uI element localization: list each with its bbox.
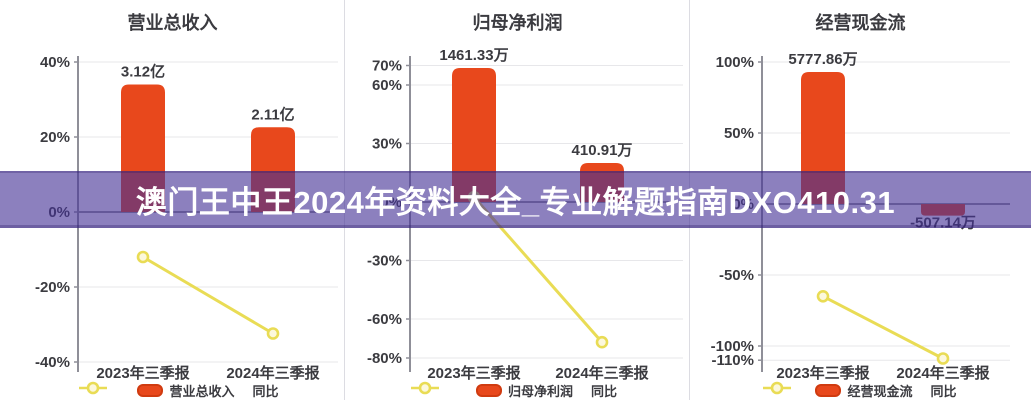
legend-bar-label: 营业总收入 (169, 384, 235, 399)
y-tick-label: 20% (40, 129, 70, 146)
y-tick-label: -80% (367, 350, 402, 367)
legend-item-line: 同比 (411, 381, 618, 400)
y-tick-label: 40% (40, 54, 70, 71)
bar-value-label: 1461.33万 (439, 47, 508, 64)
bar-value-label: 410.91万 (572, 142, 633, 159)
bar-value-label: 5777.86万 (788, 51, 857, 68)
yoy-marker-2024q3 (595, 335, 609, 349)
legend-item-line: 同比 (79, 381, 279, 400)
y-tick-label: -50% (719, 267, 754, 284)
legend-line-label: 同比 (252, 384, 279, 399)
x-axis-label: 2024年三季报 (896, 364, 989, 382)
y-tick-label: 60% (372, 77, 402, 94)
legend-item-bar: 归母净利润 (475, 381, 573, 400)
line-marker-icon (79, 381, 107, 395)
operating-cash-flow-legend: 经营现金流 同比 (762, 381, 1010, 400)
operating-cash-flow-yoy-line (821, 294, 945, 360)
y-tick-label: 70% (372, 58, 402, 75)
net-profit-title: 归母净利润 (473, 12, 563, 33)
bar-value-label: 2.11亿 (251, 105, 294, 123)
legend-line-label: 同比 (930, 384, 957, 399)
legend-bar-label: 归母净利润 (507, 384, 573, 399)
legend-item-bar: 营业总收入 (137, 381, 235, 400)
y-tick-label: -110% (711, 352, 754, 369)
legend-line-label: 同比 (591, 384, 618, 399)
y-tick-label: -40% (35, 354, 70, 371)
legend-item-line: 同比 (763, 381, 957, 400)
bar-value-label: 3.12亿 (121, 63, 165, 81)
legend-bar-label: 经营现金流 (847, 384, 913, 399)
revenue-legend: 营业总收入 同比 (78, 381, 338, 400)
yoy-marker-2024q3 (936, 352, 950, 365)
yoy-marker-2023q3 (816, 289, 830, 303)
operating-cash-flow-bar-2023q3 (801, 71, 845, 204)
y-tick-label: -30% (367, 253, 402, 270)
x-axis-label: 2024年三季报 (226, 364, 319, 382)
yoy-marker-2024q3 (266, 327, 280, 340)
net-profit-legend: 归母净利润 同比 (410, 381, 683, 400)
bar-swatch-icon (815, 384, 842, 397)
y-tick-label: -20% (35, 279, 70, 296)
revenue-title: 营业总收入 (128, 12, 218, 33)
y-tick-label: -100% (711, 338, 754, 355)
x-axis-label: 2023年三季报 (96, 364, 189, 382)
banner-title: 澳门王中王2024年资料大全_专业解题指南DXO410.31 (135, 185, 896, 220)
bar-swatch-icon (137, 384, 164, 397)
x-axis-label: 2023年三季报 (427, 364, 520, 382)
x-axis-label: 2023年三季报 (776, 364, 869, 382)
overlay-banner: 澳门王中王2024年资料大全_专业解题指南DXO410.31 (0, 171, 1031, 228)
line-marker-icon (763, 381, 791, 395)
y-tick-label: 50% (724, 125, 754, 142)
y-tick-label: 30% (372, 136, 402, 153)
net-profit-bar-2023q3 (452, 68, 496, 202)
x-axis-label: 2024年三季报 (555, 364, 648, 382)
operating-cash-flow-title: 经营现金流 (816, 12, 906, 33)
bar-swatch-icon (475, 384, 502, 397)
y-tick-label: 100% (716, 54, 754, 71)
line-marker-icon (411, 381, 439, 395)
yoy-marker-2023q3 (136, 250, 150, 264)
revenue-yoy-line (141, 255, 275, 335)
y-tick-label: -60% (367, 311, 402, 328)
legend-item-bar: 经营现金流 (815, 381, 913, 400)
